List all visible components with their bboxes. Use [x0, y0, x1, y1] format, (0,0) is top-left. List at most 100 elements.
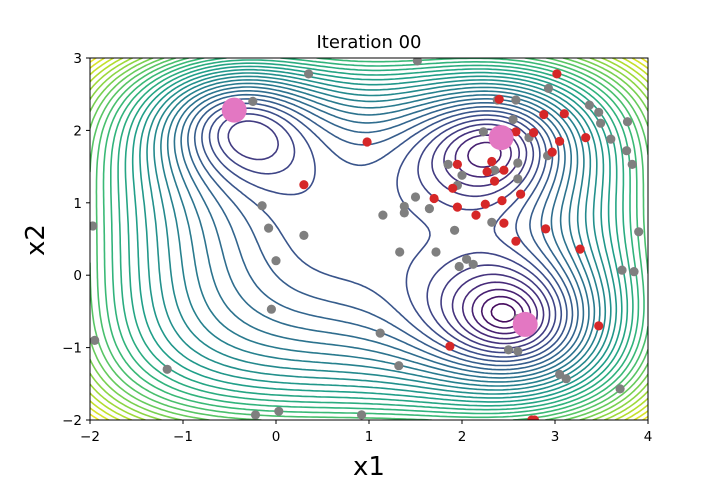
- gray-sample-point: [375, 328, 385, 338]
- red-sample-point: [529, 415, 540, 420]
- gray-sample-point: [627, 159, 637, 169]
- y-axis-ticks: −2 −1 0 1 2 3: [62, 51, 90, 429]
- red-sample-point: [594, 321, 604, 331]
- red-sample-point: [575, 244, 585, 254]
- minimum-marker: [221, 97, 247, 123]
- y-tick-label: 2: [73, 123, 82, 139]
- x-axis-label: x1: [353, 452, 385, 480]
- gray-sample-point: [513, 346, 523, 356]
- red-sample-point: [497, 196, 507, 206]
- x-tick-label: 0: [272, 429, 281, 445]
- gray-sample-point: [513, 158, 523, 168]
- gray-sample-point: [394, 361, 404, 371]
- contour-level-23: [102, 58, 645, 419]
- x-tick-label: 3: [551, 429, 560, 445]
- gray-sample-point: [304, 69, 314, 79]
- red-sample-point: [452, 202, 462, 212]
- chart-title: Iteration 00: [317, 32, 422, 53]
- contour-level-5: [443, 128, 545, 345]
- contour-level-19: [131, 65, 623, 403]
- y-tick-label: 3: [73, 51, 82, 67]
- contour-level-12: [180, 90, 585, 375]
- gray-sample-point: [257, 201, 267, 211]
- gray-sample-point: [513, 174, 523, 184]
- contour-level-8: [208, 107, 563, 358]
- contour-level-29: [90, 58, 648, 420]
- red-sample-point: [559, 109, 569, 119]
- contour-level-26: [90, 58, 648, 420]
- gray-sample-point: [634, 227, 644, 237]
- x-tick-label: −2: [80, 429, 100, 445]
- minimum-marker: [488, 125, 514, 151]
- gray-sample-point: [90, 221, 98, 231]
- contour-level-16: [153, 75, 607, 391]
- red-sample-point: [529, 128, 539, 138]
- gray-sample-point: [162, 364, 172, 374]
- red-sample-point: [482, 167, 492, 177]
- minimum-marker: [512, 311, 538, 337]
- red-sample-point: [499, 218, 509, 228]
- gray-sample-point: [561, 374, 571, 384]
- x-tick-label: 4: [644, 429, 653, 445]
- x-tick-label: 2: [458, 429, 467, 445]
- gray-sample-point: [454, 261, 464, 272]
- gray-sample-point: [248, 96, 258, 106]
- red-sample-point: [299, 180, 309, 190]
- gray-sample-point: [490, 165, 500, 175]
- y-tick-label: 0: [73, 268, 82, 284]
- gray-sample-point: [399, 208, 409, 218]
- gray-sample-point: [250, 410, 261, 420]
- gray-sample-point: [450, 225, 460, 235]
- red-sample-point: [511, 127, 521, 137]
- gray-sample-point: [462, 254, 472, 264]
- gray-sample-point: [431, 247, 441, 257]
- red-sample-point: [547, 147, 557, 157]
- red-sample-point: [552, 69, 562, 79]
- contour-level-15: [160, 79, 601, 387]
- gray-sample-point: [266, 304, 276, 314]
- red-sample-point: [448, 183, 458, 193]
- gray-sample-point: [594, 107, 604, 117]
- gray-sample-point: [606, 134, 616, 144]
- contour-level-10: [193, 98, 574, 367]
- gray-sample-point: [511, 95, 521, 105]
- gray-sample-point: [468, 259, 478, 269]
- y-axis-label: x2: [21, 224, 51, 256]
- y-tick-label: 1: [73, 196, 82, 212]
- red-sample-point: [471, 210, 481, 220]
- contour-level-25: [90, 58, 648, 420]
- contour-level-11: [187, 93, 579, 371]
- gray-sample-point: [615, 384, 625, 394]
- red-sample-point: [581, 133, 591, 143]
- red-sample-point: [490, 176, 500, 186]
- contour-level-30: [90, 58, 648, 420]
- gray-sample-point: [378, 210, 388, 220]
- gray-sample-point: [508, 114, 518, 125]
- contour-level-17: [146, 72, 612, 395]
- red-sample-point: [487, 156, 497, 167]
- gray-sample-point: [622, 146, 632, 156]
- gray-sample-point: [543, 83, 554, 93]
- contour-level-18: [139, 68, 618, 399]
- gray-sample-point: [264, 223, 274, 233]
- gray-sample-point: [424, 204, 434, 214]
- red-sample-point: [516, 189, 526, 199]
- gray-sample-point: [271, 256, 281, 266]
- contour-level-22: [110, 58, 640, 415]
- contour-level-21: [117, 59, 634, 411]
- gray-sample-point: [596, 118, 606, 128]
- gray-sample-point: [487, 217, 497, 227]
- gray-sample-point: [399, 201, 409, 211]
- x-tick-label: 1: [365, 429, 374, 445]
- red-sample-point: [541, 224, 551, 234]
- contour-level-31: [90, 58, 648, 420]
- red-sample-point: [480, 199, 490, 209]
- gray-sample-point: [584, 100, 595, 110]
- gray-sample-point: [478, 127, 488, 137]
- red-sample-point: [555, 136, 565, 146]
- y-tick-label: −2: [62, 413, 82, 429]
- red-sample-point: [511, 236, 521, 246]
- red-sample-point: [452, 159, 462, 169]
